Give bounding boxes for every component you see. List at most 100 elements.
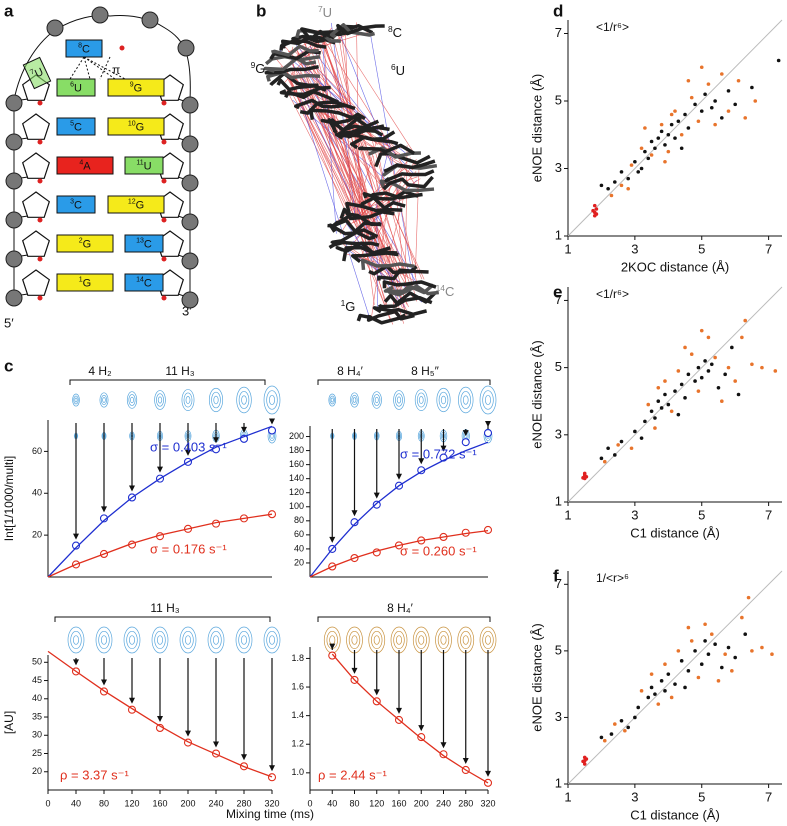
- phosphate: [5, 250, 23, 268]
- data-point: [663, 379, 667, 383]
- o2-dot: [119, 45, 125, 51]
- base-box: 12G: [107, 195, 165, 214]
- x-tick-label: 80: [99, 798, 109, 808]
- data-point: [461, 438, 470, 447]
- nucleotide: [372, 306, 428, 317]
- y-tick-label: 1.0: [291, 767, 304, 777]
- arrow-head: [157, 715, 163, 722]
- data-point: [709, 362, 714, 367]
- noe-restraint: [326, 32, 407, 305]
- data-point: [656, 702, 661, 706]
- arrow-head: [373, 689, 380, 696]
- data-point: [713, 99, 717, 103]
- nucleotide: [335, 241, 391, 255]
- spectrum-peak: [70, 630, 82, 650]
- base-label: 14C: [436, 283, 455, 299]
- data-point: [760, 645, 764, 650]
- data-point: [723, 372, 727, 377]
- spectrum-peak: [238, 391, 250, 409]
- base-rect: [107, 78, 165, 97]
- base-letter: A: [83, 160, 91, 172]
- phosphate: [91, 6, 109, 24]
- nucleotide: [368, 264, 418, 276]
- superscript: 10: [128, 120, 136, 127]
- base-rect: [124, 156, 164, 175]
- base-box: 10G: [107, 117, 165, 136]
- data-point: [659, 122, 664, 127]
- base-letter: U: [144, 160, 152, 172]
- data-point: [613, 453, 617, 457]
- base-box: 14C: [124, 273, 164, 292]
- noe-restraint: [329, 110, 364, 210]
- phosphate: [46, 19, 64, 37]
- data-point: [740, 615, 744, 620]
- base-rect: [22, 56, 52, 90]
- data-point: [639, 146, 644, 151]
- base-label: 4A: [79, 159, 91, 172]
- y-tick-label: 180: [289, 445, 304, 455]
- data-point: [663, 662, 667, 666]
- y-tick-label: 60: [294, 529, 304, 539]
- data-point: [639, 166, 644, 171]
- data-point: [439, 750, 448, 759]
- data-point: [328, 651, 337, 660]
- data-point: [653, 426, 657, 430]
- spectrum-peak: [128, 635, 136, 645]
- data-point: [696, 365, 701, 370]
- data-point: [581, 476, 585, 480]
- data-point: [683, 112, 687, 117]
- nucleotide: [330, 230, 376, 245]
- noe-restraint: [313, 107, 365, 210]
- spectrum-peak: [72, 393, 80, 407]
- spectrum-peak: [329, 635, 336, 645]
- base-letter: U: [323, 5, 332, 20]
- data-point: [689, 639, 694, 643]
- spectrum-peak: [73, 395, 79, 405]
- data-point: [599, 735, 604, 740]
- data-point: [730, 669, 734, 673]
- o2-dot: [37, 217, 43, 223]
- x-tick-label: 7: [765, 789, 772, 804]
- data-point: [602, 459, 607, 464]
- x-tick-label: 280: [458, 798, 473, 808]
- data-point: [703, 359, 707, 363]
- peak-header: 8 H₅″: [411, 364, 440, 378]
- nucleotide: [382, 175, 434, 191]
- data-point: [619, 170, 624, 174]
- base-label: 8C: [388, 24, 402, 40]
- data-point: [750, 649, 754, 653]
- base-letter: C: [74, 121, 82, 133]
- x-tick-label: 160: [391, 798, 406, 808]
- noe-restraint: [331, 32, 407, 316]
- spectrum-peak: [263, 626, 281, 654]
- data-point: [743, 632, 748, 637]
- y-tick-label: 3: [555, 709, 562, 724]
- base-letter: G: [255, 61, 265, 76]
- data-point: [689, 95, 694, 100]
- data-point: [686, 78, 691, 83]
- data-point: [663, 689, 667, 693]
- spectrum-peak: [373, 635, 380, 645]
- nucleotide: [320, 112, 366, 125]
- base-label: 14C: [136, 276, 152, 289]
- base-letter: G: [345, 299, 355, 314]
- nucleotide: [328, 240, 380, 249]
- base-box: 2G: [56, 234, 114, 253]
- data-point: [483, 428, 493, 438]
- fit-line: [331, 653, 489, 784]
- data-point: [720, 399, 724, 404]
- data-point: [609, 732, 614, 736]
- y-tick-label: 1.2: [291, 739, 304, 749]
- base-letter: C: [144, 277, 152, 289]
- arrow-head: [129, 485, 135, 492]
- y-axis-title: [AU]: [2, 711, 16, 734]
- spectrum-peak: [484, 394, 492, 406]
- data-point: [663, 392, 667, 397]
- base-label: 9G: [130, 81, 142, 94]
- nucleotide: [280, 35, 336, 49]
- nucleotide: [383, 283, 435, 295]
- data-point: [720, 116, 724, 120]
- x-tick-label: 0: [307, 798, 312, 808]
- base-rect: [124, 273, 164, 292]
- base-label: 6U: [391, 62, 405, 78]
